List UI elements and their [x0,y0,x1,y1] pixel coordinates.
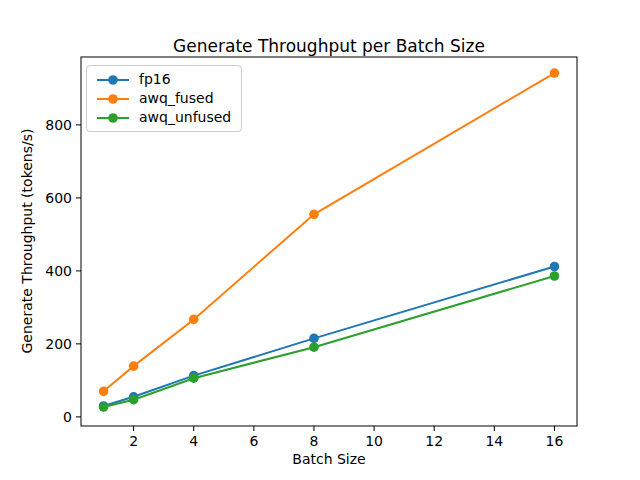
x-tick-label: 12 [425,433,443,449]
x-tick-label: 10 [365,433,383,449]
legend-line-marker-icon [95,73,131,87]
x-tick-label: 6 [249,433,258,449]
data-point-fp16 [309,334,319,344]
legend-label-awq-unfused: awq_unfused [139,108,231,127]
data-point-awq_fused [550,68,560,78]
data-point-awq_fused [129,361,139,371]
x-axis-label: Batch Size [81,451,577,467]
legend-label-fp16: fp16 [139,70,171,89]
data-point-awq_fused [99,387,109,397]
figure-canvas: Generate Throughput per Batch Size 24681… [0,0,640,480]
data-point-awq_fused [309,210,319,220]
legend-line-marker-icon [95,111,131,125]
data-point-awq_unfused [309,342,319,352]
data-point-awq_unfused [129,395,139,405]
legend-entry-awq-fused: awq_fused [95,89,231,108]
data-point-fp16 [550,262,560,272]
data-point-awq_unfused [99,402,109,412]
x-tick-label: 8 [310,433,319,449]
legend-line-marker-icon [95,92,131,106]
x-tick-label: 4 [189,433,198,449]
x-tick-label: 14 [485,433,503,449]
x-tick-label: 16 [546,433,564,449]
data-point-awq_fused [189,315,199,325]
legend-entry-fp16: fp16 [95,70,231,89]
y-tick-label: 600 [45,190,72,206]
series-line-awq_unfused [104,276,555,407]
legend-entry-awq-unfused: awq_unfused [95,108,231,127]
legend-label-awq-fused: awq_fused [139,89,214,108]
y-tick-label: 800 [45,117,72,133]
y-tick-label: 200 [45,336,72,352]
y-tick-label: 400 [45,263,72,279]
x-tick-label: 2 [129,433,138,449]
legend: fp16 awq_fused awq_unfused [86,65,242,132]
y-tick-label: 0 [63,409,72,425]
data-point-awq_unfused [189,373,199,383]
data-point-awq_unfused [550,271,560,281]
y-axis-label: Generate Throughput (tokens/s) [19,129,35,354]
